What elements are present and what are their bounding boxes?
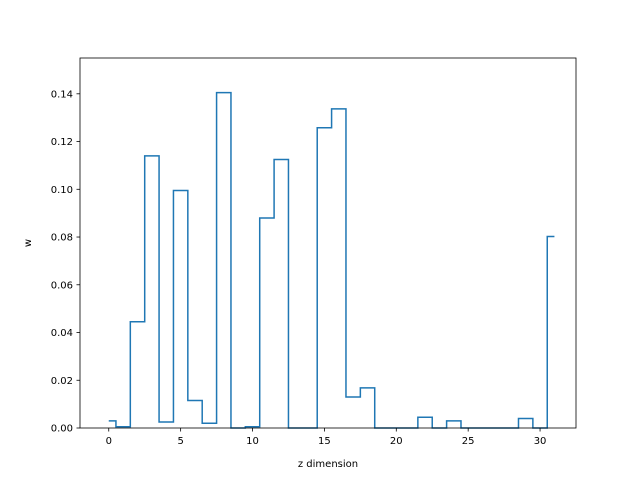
x-tick-label: 15 [318,436,331,447]
x-axis-label: z dimension [298,459,358,470]
y-tick-label: 0.08 [51,233,73,244]
x-tick-label: 30 [534,436,547,447]
x-tick-label: 0 [106,436,112,447]
x-tick-label: 20 [390,436,403,447]
y-tick-label: 0.04 [51,328,73,339]
y-tick-label: 0.14 [51,89,73,100]
y-tick-label: 0.06 [51,280,73,291]
plot-frame [79,57,577,429]
x-tick-label: 10 [246,436,259,447]
x-tick-label: 5 [177,436,183,447]
plot-area [80,58,576,428]
x-tick-label: 25 [462,436,475,447]
x-axis: 0 5 10 15 20 25 30 [106,428,547,447]
y-axis: 0.00 0.02 0.04 0.06 0.08 0.10 0.12 0.14 [51,89,80,435]
y-tick-label: 0.00 [51,424,73,435]
y-tick-label: 0.10 [51,185,73,196]
y-axis-label: w [23,239,34,247]
y-tick-label: 0.12 [51,137,73,148]
y-tick-label: 0.02 [51,376,73,387]
